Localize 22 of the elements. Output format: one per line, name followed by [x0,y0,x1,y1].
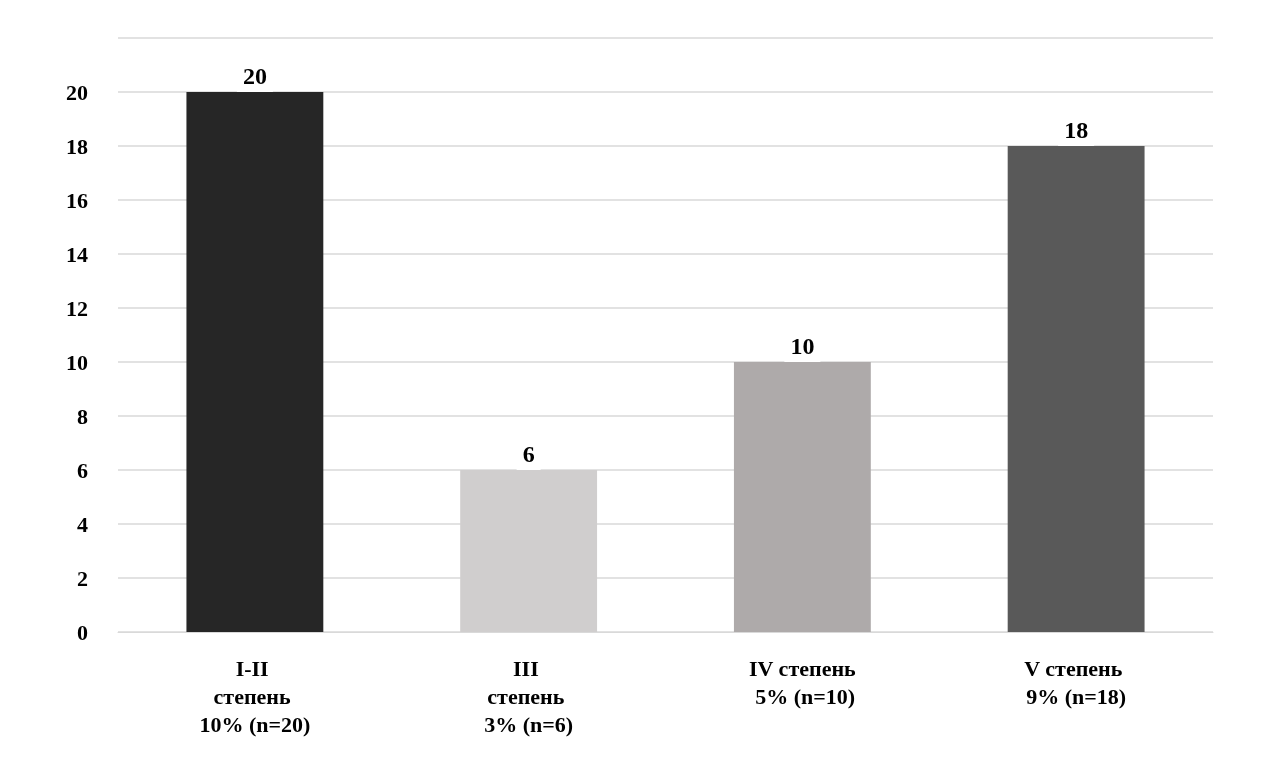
y-tick-label: 2 [77,565,88,591]
x-tick-label: III степень 3% (n=6) [484,655,574,737]
y-tick-label: 10 [66,349,88,375]
data-label: 6 [522,441,535,467]
data-label: 20 [242,63,267,89]
bar [186,92,324,632]
bar [733,362,871,632]
data-label: 10 [790,333,815,359]
y-tick-label: 0 [77,619,88,645]
y-tick-label: 8 [77,403,88,429]
x-tick-label: I-II степень 10% (n=20) [199,655,311,737]
y-tick-label: 4 [77,511,88,537]
bar [1007,146,1145,632]
x-tick-label: V степень 9% (n=18) [1024,655,1128,709]
y-tick-label: 6 [77,457,88,483]
x-tick-label: IV степень 5% (n=10) [749,655,857,709]
y-tick-label: 16 [66,187,88,213]
data-label: 18 [1064,117,1089,143]
y-tick-label: 18 [66,133,88,159]
y-tick-label: 14 [66,241,88,267]
y-tick-label: 12 [66,295,88,321]
y-tick-label: 20 [66,79,88,105]
